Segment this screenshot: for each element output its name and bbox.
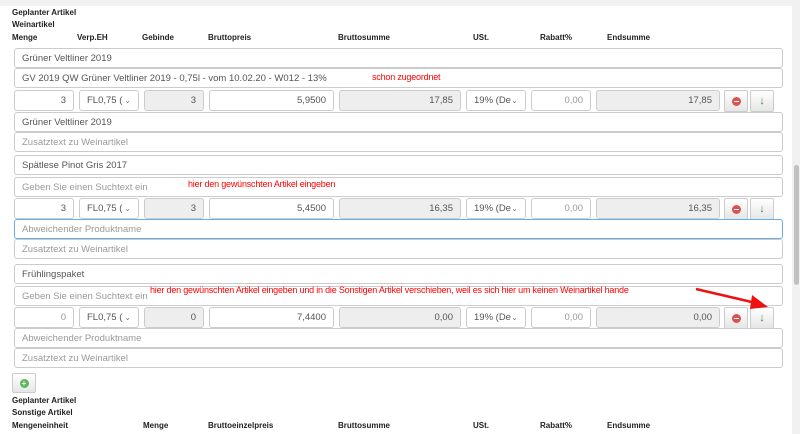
col-bruttopreis: Bruttopreis: [208, 33, 252, 42]
vat-select[interactable]: 19% (De ⌄: [466, 307, 526, 328]
chevron-down-icon: ⌄: [511, 313, 518, 322]
section-title: Geplanter Artikel: [12, 8, 77, 17]
annotation-note: hier den gewünschten Artikel eingeben: [188, 179, 336, 189]
item-name-field[interactable]: Spätlese Pinot Gris 2017: [14, 155, 783, 175]
col-menge: Menge: [143, 421, 169, 430]
footer-subtitle: Sonstige Artikel: [12, 408, 73, 417]
gross-sum-field: 17,85: [339, 90, 461, 111]
col-bruttoeinzelpreis: Bruttoeinzelpreis: [208, 421, 274, 430]
vat-value: 19% (De: [474, 203, 511, 214]
unit-select[interactable]: FL0,75 (⌄: [79, 90, 139, 111]
section-subtitle: Weinartikel: [12, 20, 55, 29]
col-rabatt: Rabatt%: [540, 33, 573, 42]
annotation-arrow-icon: [695, 287, 768, 309]
article-search-input[interactable]: Geben Sie einen Suchtext ein: [14, 286, 783, 306]
col-menge: Menge: [12, 33, 38, 42]
arrow-down-icon: ↓: [759, 95, 765, 107]
additional-text-input[interactable]: Zusatztext zu Weinartikel: [14, 348, 783, 368]
annotation-note: schon zugeordnet: [372, 72, 441, 82]
gebinde-field: 3: [144, 198, 204, 219]
quantity-input[interactable]: 0: [14, 307, 74, 328]
total-field: 0,00: [596, 307, 720, 328]
discount-input[interactable]: 0,00: [531, 198, 591, 219]
vat-select[interactable]: 19% (De ⌄: [466, 198, 526, 219]
col-endsumme: Endsumme: [607, 33, 651, 42]
price-input[interactable]: 5,4500: [209, 198, 334, 219]
minus-circle-icon: [731, 204, 741, 214]
remove-item-button[interactable]: [724, 198, 748, 220]
minus-circle-icon: [731, 313, 741, 323]
gross-sum-field: 0,00: [339, 307, 461, 328]
col-ust: USt.: [473, 421, 489, 430]
col-rabatt: Rabatt%: [540, 421, 573, 430]
top-bar: [0, 0, 792, 6]
remove-item-button[interactable]: [724, 90, 748, 112]
chevron-down-icon: ⌄: [511, 96, 518, 105]
col-mengeneinheit: Mengeneinheit: [12, 421, 69, 430]
scrollbar-thumb[interactable]: [794, 165, 799, 285]
col-bruttosumme: Bruttosumme: [338, 421, 391, 430]
move-to-other-button[interactable]: ↓: [750, 90, 774, 112]
unit-value: FL0,75 (: [87, 95, 123, 106]
chevron-down-icon: ⌄: [124, 204, 131, 213]
additional-text-input[interactable]: Zusatztext zu Weinartikel: [14, 132, 783, 152]
product-name-input[interactable]: Abweichender Produktname: [14, 328, 783, 348]
col-gebinde: Gebinde: [142, 33, 175, 42]
total-field: 16,35: [596, 198, 720, 219]
product-name-input[interactable]: Abweichender Produktname: [14, 219, 783, 239]
discount-input[interactable]: 0,00: [531, 90, 591, 111]
col-bruttosumme: Bruttosumme: [338, 33, 391, 42]
add-item-button[interactable]: +: [12, 373, 36, 393]
chevron-down-icon: ⌄: [124, 313, 131, 322]
quantity-input[interactable]: 3: [14, 198, 74, 219]
item-name-field[interactable]: Grüner Veltliner 2019: [14, 48, 783, 68]
vat-value: 19% (De: [474, 95, 511, 106]
price-input[interactable]: 5,9500: [209, 90, 334, 111]
vat-value: 19% (De: [474, 312, 511, 323]
discount-input[interactable]: 0,00: [531, 307, 591, 328]
article-search-input[interactable]: GV 2019 QW Grüner Veltliner 2019 - 0,75l…: [14, 68, 783, 88]
col-ust: USt.: [473, 33, 489, 42]
vat-select[interactable]: 19% (De ⌄: [466, 90, 526, 111]
quantity-input[interactable]: 3: [14, 90, 74, 111]
plus-circle-icon: +: [19, 378, 29, 388]
article-search-input[interactable]: Geben Sie einen Suchtext ein: [14, 177, 783, 197]
chevron-down-icon: ⌄: [511, 204, 518, 213]
col-verp: Verp.EH: [77, 33, 108, 42]
arrow-down-icon: ↓: [759, 312, 765, 324]
product-name-input[interactable]: Grüner Veltliner 2019: [14, 112, 783, 132]
scrollbar[interactable]: [792, 0, 800, 434]
minus-circle-icon: [731, 96, 741, 106]
additional-text-input[interactable]: Zusatztext zu Weinartikel: [14, 239, 783, 259]
unit-value: FL0,75 (: [87, 312, 123, 323]
unit-value: FL0,75 (: [87, 203, 123, 214]
price-input[interactable]: 7,4400: [209, 307, 334, 328]
item-name-field[interactable]: Frühlingspaket: [14, 264, 783, 284]
chevron-down-icon: ⌄: [124, 96, 131, 105]
annotation-note: hier den gewünschten Artikel eingeben un…: [150, 285, 629, 295]
arrow-down-icon: ↓: [759, 203, 765, 215]
unit-select[interactable]: FL0,75 (⌄: [79, 198, 139, 219]
col-endsumme: Endsumme: [607, 421, 651, 430]
unit-select[interactable]: FL0,75 (⌄: [79, 307, 139, 328]
total-field: 17,85: [596, 90, 720, 111]
gebinde-field: 0: [144, 307, 204, 328]
gross-sum-field: 16,35: [339, 198, 461, 219]
move-to-other-button[interactable]: ↓: [750, 198, 774, 220]
gebinde-field: 3: [144, 90, 204, 111]
footer-title: Geplanter Artikel: [12, 396, 77, 405]
